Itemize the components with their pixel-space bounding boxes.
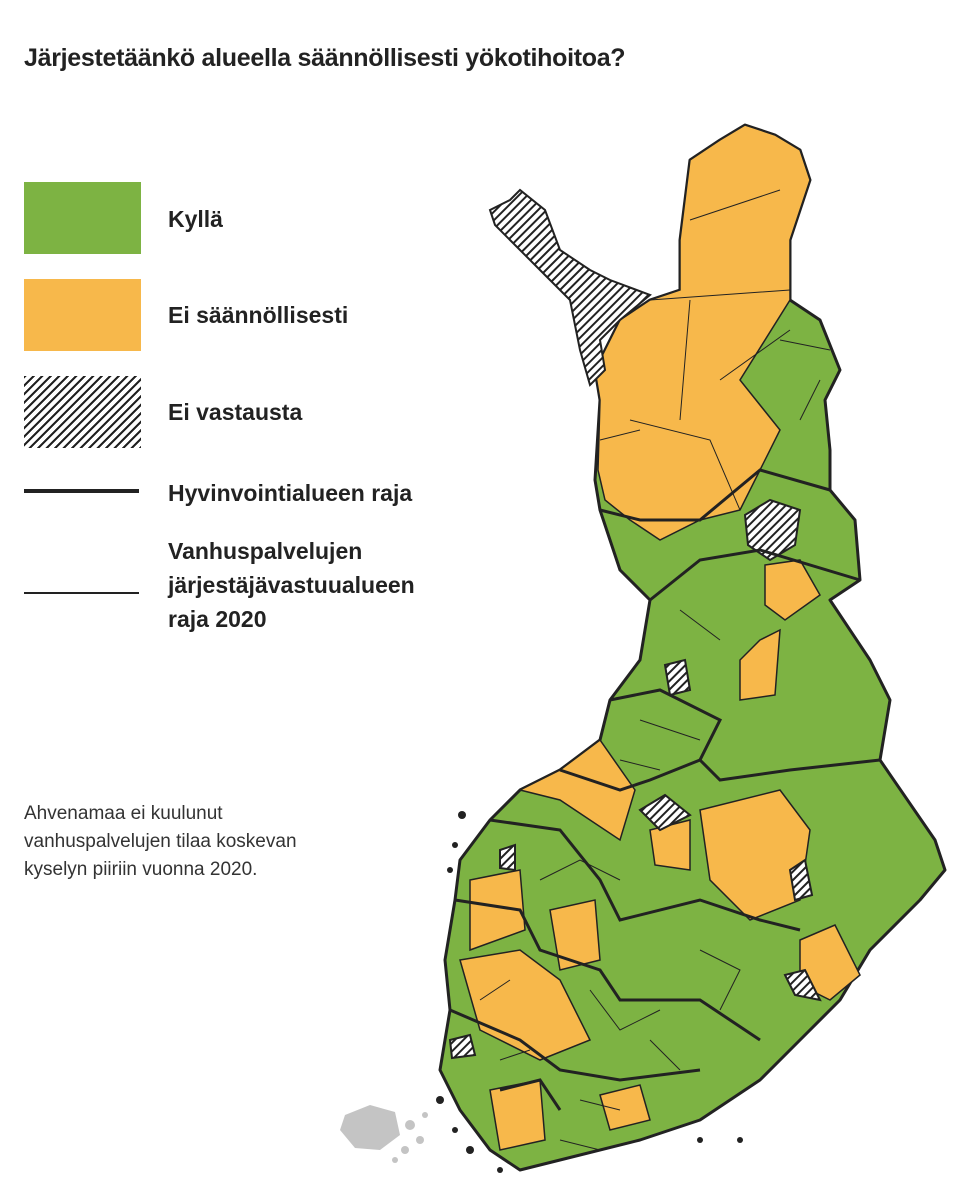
legend-label-line: raja 2020 (168, 606, 267, 632)
region-no-answer-west (499, 843, 516, 872)
archipelago-islets (436, 811, 743, 1173)
aland-note: Ahvenamaa ei kuulunut vanhuspalvelujen t… (24, 803, 297, 880)
region-no-answer-southwest (448, 1033, 477, 1060)
legend-swatch-not-regular (24, 279, 141, 351)
region-no-answer-central (638, 793, 692, 832)
service-area-borders (479, 189, 831, 1151)
region-not-regular-uusimaa (599, 1084, 651, 1131)
region-not-regular-central (517, 738, 636, 842)
legend-label-yes: Kyllä (168, 206, 223, 232)
wellbeing-region-borders (449, 468, 881, 1111)
region-no-answer-kuusamo (743, 498, 802, 562)
legend-swatch-no-answer (24, 376, 141, 448)
aland-islands (340, 1105, 428, 1163)
legend-swatch-yes (24, 182, 141, 254)
legend-label-line: Vanhuspalvelujen (168, 538, 363, 564)
legend-thin-line (24, 592, 139, 594)
legend-label-service-area-border: Vanhuspalvelujen järjestäjävastuualueen … (168, 534, 415, 636)
legend-thick-line (24, 489, 139, 493)
map-title: Järjestetäänkö alueella säännöllisesti y… (24, 44, 626, 72)
region-not-regular-lapland (594, 124, 811, 541)
legend-label-line: järjestäjävastuualueen (168, 572, 415, 598)
region-not-regular-jyvaskyla (649, 819, 691, 871)
region-no-answer-enontekio (488, 188, 652, 387)
region-no-answer-karelia (788, 858, 814, 902)
region-not-regular-west (469, 869, 526, 952)
legend-label-no-answer: Ei vastausta (168, 399, 303, 425)
region-not-regular-turku (489, 1079, 546, 1151)
region-not-regular-pirkanmaa (549, 899, 601, 971)
region-no-answer-south-karelia (783, 968, 822, 1002)
legend-label-not-regular: Ei säännöllisesti (168, 302, 349, 328)
region-not-regular-east (739, 628, 781, 701)
legend-label-region-border: Hyvinvointialueen raja (168, 480, 413, 506)
region-no-answer-oulu (663, 658, 692, 697)
region-not-regular-savo (699, 789, 811, 921)
region-not-regular-southwest (459, 949, 592, 1061)
